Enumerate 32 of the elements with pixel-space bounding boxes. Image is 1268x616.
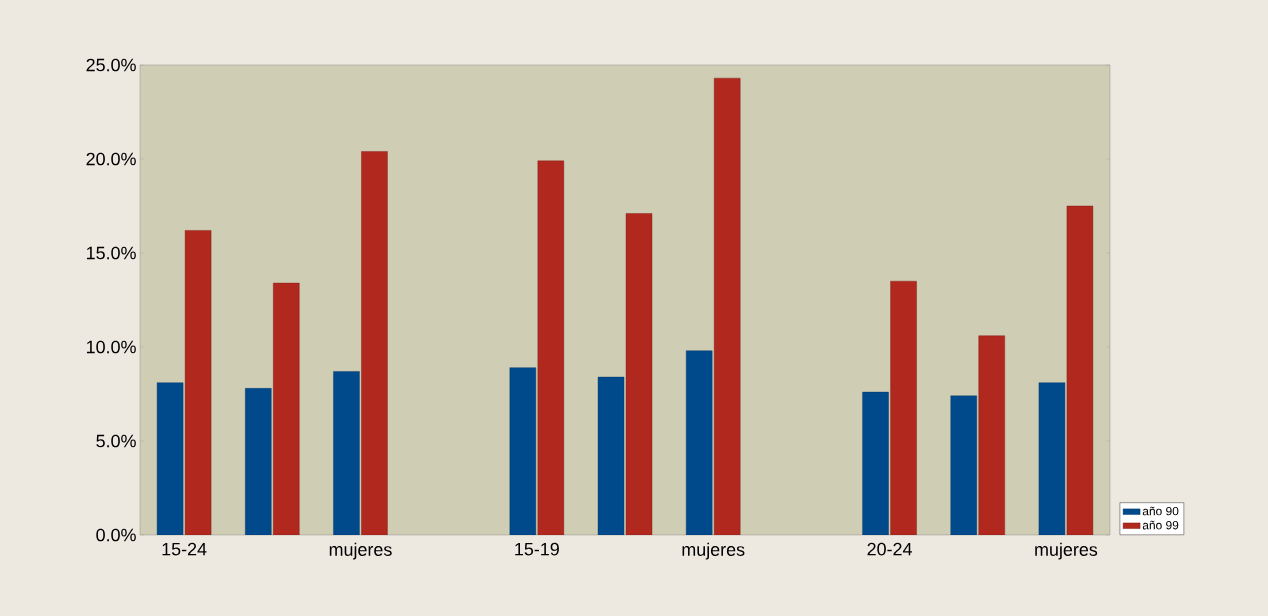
legend-label: año 99 bbox=[1142, 520, 1179, 530]
bar bbox=[184, 230, 212, 535]
x-tick-label: 15-24 bbox=[162, 542, 207, 556]
bar bbox=[537, 160, 565, 535]
bar bbox=[597, 376, 625, 535]
x-tick-label: mujeres bbox=[682, 542, 745, 560]
y-tick-label: 20.0% bbox=[86, 152, 136, 166]
y-tick-label: 25.0% bbox=[86, 58, 136, 72]
bar bbox=[862, 391, 889, 535]
x-tick-label: 20-24 bbox=[867, 542, 912, 556]
bar bbox=[245, 388, 272, 535]
legend-label: año 90 bbox=[1142, 506, 1179, 516]
y-tick-label: 10.0% bbox=[87, 340, 136, 354]
bar bbox=[273, 282, 300, 535]
bar bbox=[156, 382, 184, 535]
y-tick-label: 0.0% bbox=[96, 528, 136, 542]
bar bbox=[1038, 382, 1066, 535]
bar bbox=[509, 367, 537, 535]
bar bbox=[686, 350, 713, 535]
x-tick-label: mujeres bbox=[1035, 542, 1098, 560]
bar bbox=[978, 335, 1005, 535]
bar bbox=[1066, 205, 1094, 535]
x-tick-label: 15-19 bbox=[515, 542, 559, 556]
bar bbox=[333, 371, 360, 535]
bar bbox=[625, 213, 653, 535]
bar bbox=[890, 280, 917, 535]
x-tick-label: mujeres bbox=[329, 542, 392, 560]
bar bbox=[713, 77, 741, 535]
y-tick-label: 5.0% bbox=[96, 434, 136, 448]
y-tick-label: 15.0% bbox=[87, 246, 136, 260]
bar bbox=[950, 395, 977, 535]
bar bbox=[361, 151, 388, 535]
